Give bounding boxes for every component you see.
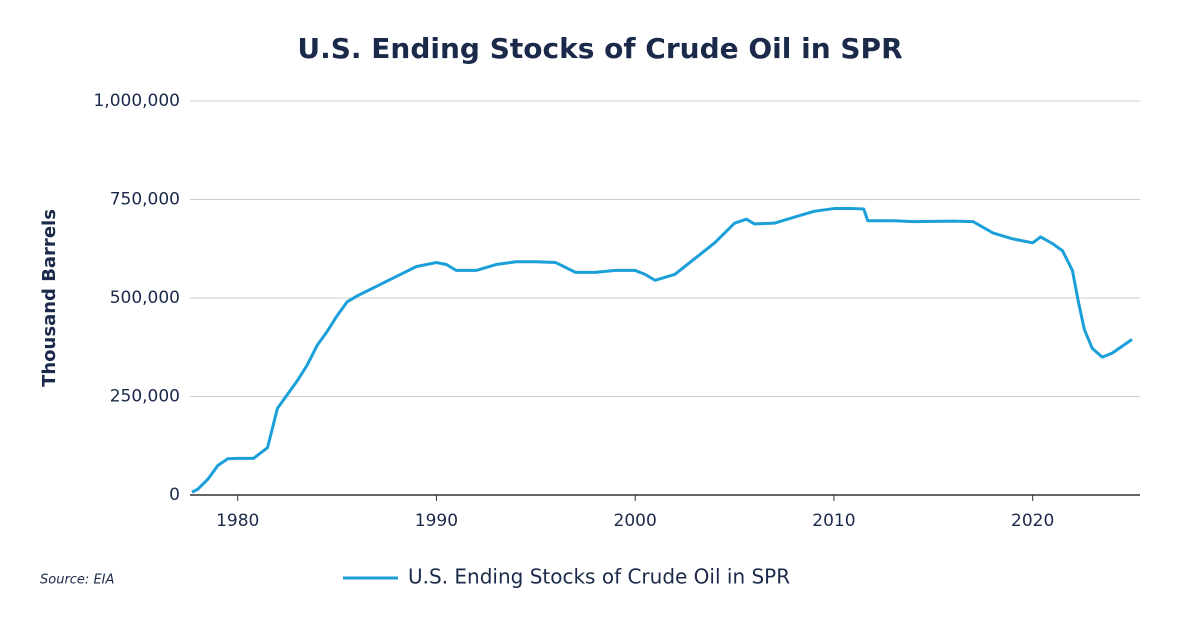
y-tick-label: 750,000 — [110, 190, 180, 210]
x-tick-label: 1980 — [216, 511, 259, 531]
legend-label: U.S. Ending Stocks of Crude Oil in SPR — [408, 565, 790, 589]
chart-title: U.S. Ending Stocks of Crude Oil in SPR — [297, 32, 902, 65]
y-tick-label: 500,000 — [110, 288, 180, 308]
y-tick-label: 250,000 — [110, 387, 180, 407]
x-tick-label: 1990 — [415, 511, 458, 531]
source-note: Source: EIA — [40, 573, 114, 588]
y-tick-label: 1,000,000 — [93, 91, 180, 111]
data-line — [191, 207, 1133, 494]
y-axis-label: Thousand Barrels — [39, 209, 60, 387]
x-tick-label: 2000 — [614, 511, 657, 531]
x-tick-label: 2010 — [812, 511, 855, 531]
x-tick-label: 2020 — [1011, 511, 1054, 531]
y-tick-label: 0 — [169, 485, 180, 505]
